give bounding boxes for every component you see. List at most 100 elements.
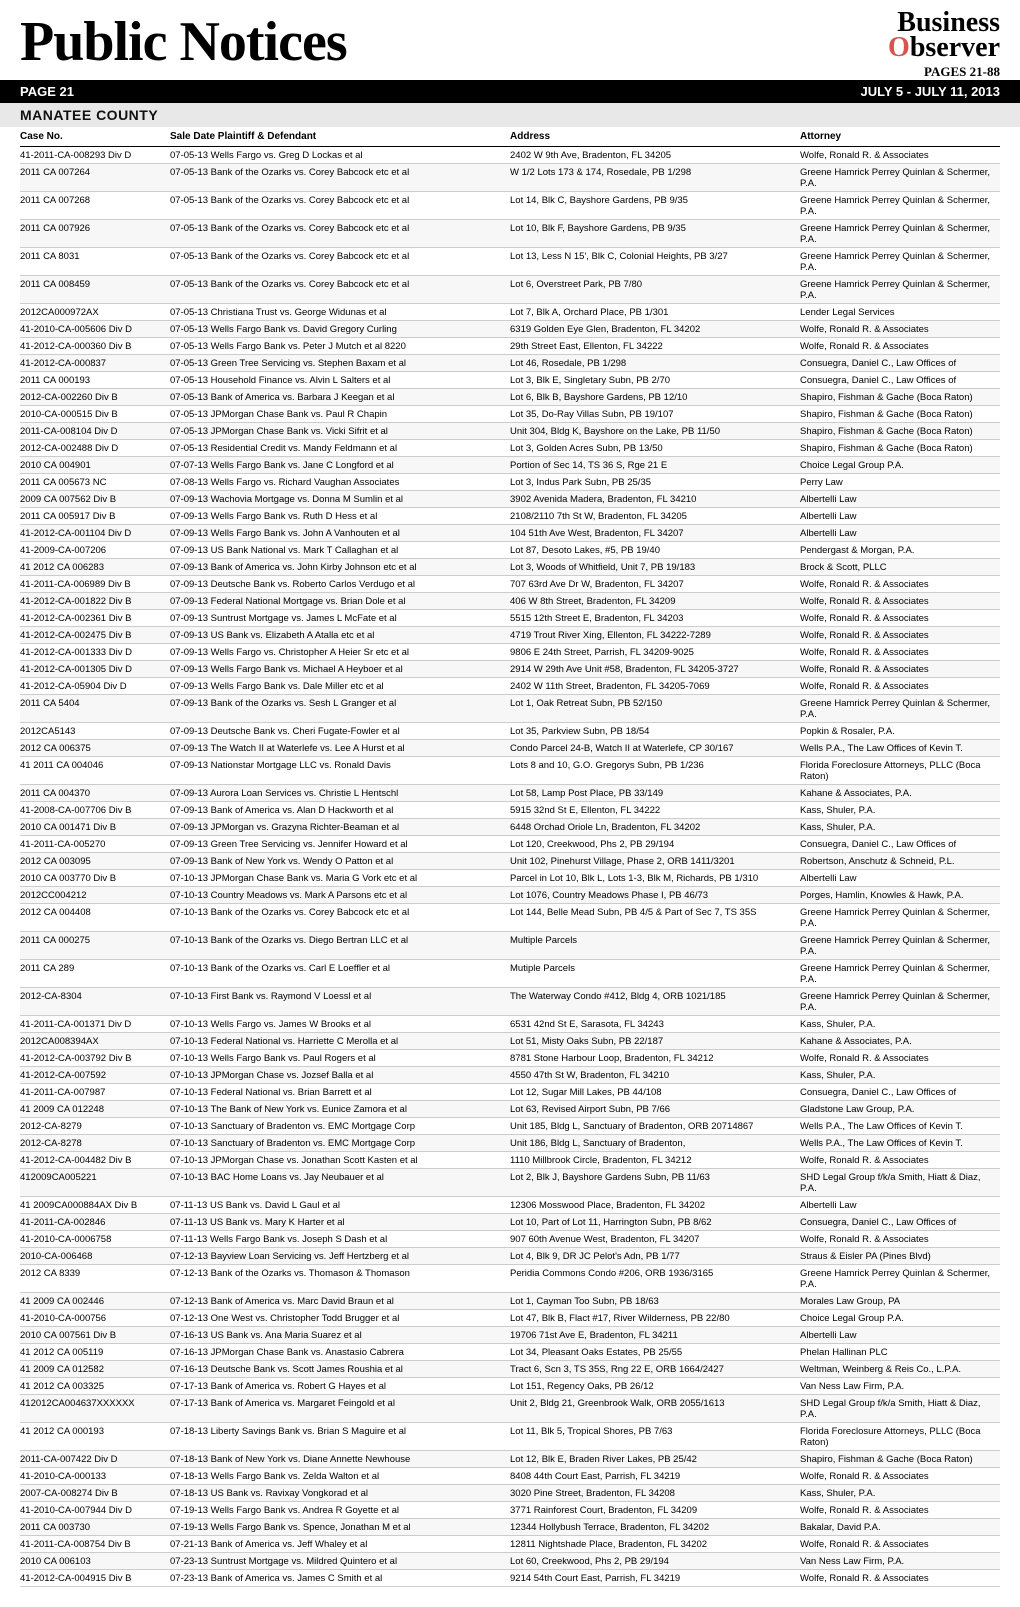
table-cell: 29th Street East, Ellenton, FL 34222 bbox=[510, 338, 800, 355]
table-cell: Van Ness Law Firm, P.A. bbox=[800, 1378, 1000, 1395]
table-cell: 07-09-13 Wells Fargo Bank vs. Michael A … bbox=[170, 661, 510, 678]
table-cell: 2012 CA 004408 bbox=[20, 904, 170, 932]
table-cell: Florida Foreclosure Attorneys, PLLC (Boc… bbox=[800, 757, 1000, 785]
table-cell: 2011 CA 5404 bbox=[20, 695, 170, 723]
table-cell: 07-09-13 US Bank National vs. Mark T Cal… bbox=[170, 542, 510, 559]
table-cell: Lots 8 and 10, G.O. Gregorys Subn, PB 1/… bbox=[510, 757, 800, 785]
table-cell: Tract 6, Scn 3, TS 35S, Rng 22 E, ORB 16… bbox=[510, 1361, 800, 1378]
pages-range: PAGES 21-88 bbox=[888, 64, 1000, 80]
table-cell: Greene Hamrick Perrey Quinlan & Schermer… bbox=[800, 1265, 1000, 1293]
table-cell: Wolfe, Ronald R. & Associates bbox=[800, 338, 1000, 355]
table-cell: 07-05-13 Wells Fargo Bank vs. Peter J Mu… bbox=[170, 338, 510, 355]
table-cell: 9806 E 24th Street, Parrish, FL 34209-90… bbox=[510, 644, 800, 661]
table-row: 41-2012-CA-004482 Div B07-10-13 JPMorgan… bbox=[20, 1152, 1000, 1169]
table-cell: Albertelli Law bbox=[800, 525, 1000, 542]
table-cell: Brock & Scott, PLLC bbox=[800, 559, 1000, 576]
table-cell: Unit 186, Bldg L, Sanctuary of Bradenton… bbox=[510, 1135, 800, 1152]
table-cell: 41-2012-CA-05904 Div D bbox=[20, 678, 170, 695]
table-cell: The Waterway Condo #412, Bldg 4, ORB 102… bbox=[510, 988, 800, 1016]
table-cell: Greene Hamrick Perrey Quinlan & Schermer… bbox=[800, 164, 1000, 192]
table-cell: Lot 34, Pleasant Oaks Estates, PB 25/55 bbox=[510, 1344, 800, 1361]
table-cell: Lender Legal Services bbox=[800, 304, 1000, 321]
table-cell: Lot 47, Blk B, Flact #17, River Wilderne… bbox=[510, 1310, 800, 1327]
table-row: 2012CA514307-09-13 Deutsche Bank vs. Che… bbox=[20, 723, 1000, 740]
table-cell: 41-2012-CA-002361 Div B bbox=[20, 610, 170, 627]
table-row: 2010-CA-00646807-12-13 Bayview Loan Serv… bbox=[20, 1248, 1000, 1265]
table-cell: 07-16-13 Deutsche Bank vs. Scott James R… bbox=[170, 1361, 510, 1378]
table-cell: 07-10-13 Wells Fargo Bank vs. Paul Roger… bbox=[170, 1050, 510, 1067]
table-cell: 2108/2110 7th St W, Bradenton, FL 34205 bbox=[510, 508, 800, 525]
table-row: 41-2012-CA-00759207-10-13 JPMorgan Chase… bbox=[20, 1067, 1000, 1084]
table-cell: 07-09-13 Bank of the Ozarks vs. Sesh L G… bbox=[170, 695, 510, 723]
table-row: 2012 CA 00637507-09-13 The Watch II at W… bbox=[20, 740, 1000, 757]
table-cell: 2011 CA 003730 bbox=[20, 1519, 170, 1536]
table-cell: 41 2009 CA 012582 bbox=[20, 1361, 170, 1378]
table-cell: 2011 CA 004370 bbox=[20, 785, 170, 802]
table-row: 2011 CA 803107-05-13 Bank of the Ozarks … bbox=[20, 248, 1000, 276]
table-cell: 41 2009 CA 012248 bbox=[20, 1101, 170, 1118]
table-row: 2012-CA-002260 Div B07-05-13 Bank of Ame… bbox=[20, 389, 1000, 406]
table-cell: Shapiro, Fishman & Gache (Boca Raton) bbox=[800, 423, 1000, 440]
table-row: 41-2011-CA-001371 Div D07-10-13 Wells Fa… bbox=[20, 1016, 1000, 1033]
table-cell: 07-12-13 Bank of the Ozarks vs. Thomason… bbox=[170, 1265, 510, 1293]
table-cell: 07-18-13 Liberty Savings Bank vs. Brian … bbox=[170, 1423, 510, 1451]
table-cell: 2010 CA 001471 Div B bbox=[20, 819, 170, 836]
table-cell: Shapiro, Fishman & Gache (Boca Raton) bbox=[800, 389, 1000, 406]
table-row: 41-2008-CA-007706 Div B07-09-13 Bank of … bbox=[20, 802, 1000, 819]
table-cell: Lot 151, Regency Oaks, PB 26/12 bbox=[510, 1378, 800, 1395]
table-cell: Wolfe, Ronald R. & Associates bbox=[800, 678, 1000, 695]
table-cell: 07-12-13 One West vs. Christopher Todd B… bbox=[170, 1310, 510, 1327]
table-cell: Lot 10, Part of Lot 11, Harrington Subn,… bbox=[510, 1214, 800, 1231]
table-cell: 2011 CA 007926 bbox=[20, 220, 170, 248]
table-cell: Lot 3, Woods of Whitfield, Unit 7, PB 19… bbox=[510, 559, 800, 576]
table-row: 2011 CA 00373007-19-13 Wells Fargo Bank … bbox=[20, 1519, 1000, 1536]
table-cell: 2011 CA 000193 bbox=[20, 372, 170, 389]
table-cell: Unit 2, Bldg 21, Greenbrook Walk, ORB 20… bbox=[510, 1395, 800, 1423]
table-row: 2012-CA-002488 Div D07-05-13 Residential… bbox=[20, 440, 1000, 457]
table-cell: 07-09-13 Bank of America vs. John Kirby … bbox=[170, 559, 510, 576]
table-cell: 41 2009CA000884AX Div B bbox=[20, 1197, 170, 1214]
table-cell: 07-10-13 Federal National vs. Brian Barr… bbox=[170, 1084, 510, 1101]
table-cell: 41-2012-CA-002475 Div B bbox=[20, 627, 170, 644]
table-cell: Greene Hamrick Perrey Quinlan & Schermer… bbox=[800, 192, 1000, 220]
table-cell: Lot 10, Blk F, Bayshore Gardens, PB 9/35 bbox=[510, 220, 800, 248]
table-cell: Lot 3, Indus Park Subn, PB 25/35 bbox=[510, 474, 800, 491]
table-cell: 07-18-13 Wells Fargo Bank vs. Zelda Walt… bbox=[170, 1468, 510, 1485]
table-cell: 2010-CA-000515 Div B bbox=[20, 406, 170, 423]
table-cell: Shapiro, Fishman & Gache (Boca Raton) bbox=[800, 1451, 1000, 1468]
table-row: 41-2011-CA-00527007-09-13 Green Tree Ser… bbox=[20, 836, 1000, 853]
table-cell: Wolfe, Ronald R. & Associates bbox=[800, 610, 1000, 627]
table-cell: Kass, Shuler, P.A. bbox=[800, 802, 1000, 819]
table-cell: 07-10-13 Wells Fargo vs. James W Brooks … bbox=[170, 1016, 510, 1033]
table-row: 2012 CA 00440807-10-13 Bank of the Ozark… bbox=[20, 904, 1000, 932]
table-cell: Portion of Sec 14, TS 36 S, Rge 21 E bbox=[510, 457, 800, 474]
table-row: 2011 CA 00792607-05-13 Bank of the Ozark… bbox=[20, 220, 1000, 248]
table-cell: 2010 CA 004901 bbox=[20, 457, 170, 474]
table-cell: 07-09-13 Suntrust Mortgage vs. James L M… bbox=[170, 610, 510, 627]
table-row: 2012-CA-830407-10-13 First Bank vs. Raym… bbox=[20, 988, 1000, 1016]
table-cell: 2011-CA-007422 Div D bbox=[20, 1451, 170, 1468]
table-row: 41 2012 CA 00019307-18-13 Liberty Saving… bbox=[20, 1423, 1000, 1451]
table-cell: Pendergast & Morgan, P.A. bbox=[800, 542, 1000, 559]
table-cell: 41-2012-CA-000837 bbox=[20, 355, 170, 372]
table-cell: 19706 71st Ave E, Bradenton, FL 34211 bbox=[510, 1327, 800, 1344]
table-cell: Consuegra, Daniel C., Law Offices of bbox=[800, 372, 1000, 389]
table-row: 41-2011-CA-008293 Div D07-05-13 Wells Fa… bbox=[20, 147, 1000, 164]
table-cell: 41-2010-CA-000133 bbox=[20, 1468, 170, 1485]
table-cell: 4719 Trout River Xing, Ellenton, FL 3422… bbox=[510, 627, 800, 644]
table-row: 2011-CA-008104 Div D07-05-13 JPMorgan Ch… bbox=[20, 423, 1000, 440]
table-cell: 07-05-13 Household Finance vs. Alvin L S… bbox=[170, 372, 510, 389]
table-cell: 07-09-13 Wells Fargo Bank vs. John A Van… bbox=[170, 525, 510, 542]
table-cell: Greene Hamrick Perrey Quinlan & Schermer… bbox=[800, 248, 1000, 276]
table-cell: 07-08-13 Wells Fargo vs. Richard Vaughan… bbox=[170, 474, 510, 491]
table-cell: Wolfe, Ronald R. & Associates bbox=[800, 1468, 1000, 1485]
table-cell: Lot 13, Less N 15', Blk C, Colonial Heig… bbox=[510, 248, 800, 276]
table-cell: Wolfe, Ronald R. & Associates bbox=[800, 593, 1000, 610]
col-case-no: Case No. bbox=[20, 127, 170, 147]
table-cell: 104 51th Ave West, Bradenton, FL 34207 bbox=[510, 525, 800, 542]
table-row: 41-2011-CA-00284607-11-13 US Bank vs. Ma… bbox=[20, 1214, 1000, 1231]
table-cell: Wolfe, Ronald R. & Associates bbox=[800, 1152, 1000, 1169]
table-row: 41-2010-CA-007944 Div D07-19-13 Wells Fa… bbox=[20, 1502, 1000, 1519]
table-cell: Lot 11, Blk 5, Tropical Shores, PB 7/63 bbox=[510, 1423, 800, 1451]
table-row: 41-2012-CA-05904 Div D07-09-13 Wells Far… bbox=[20, 678, 1000, 695]
